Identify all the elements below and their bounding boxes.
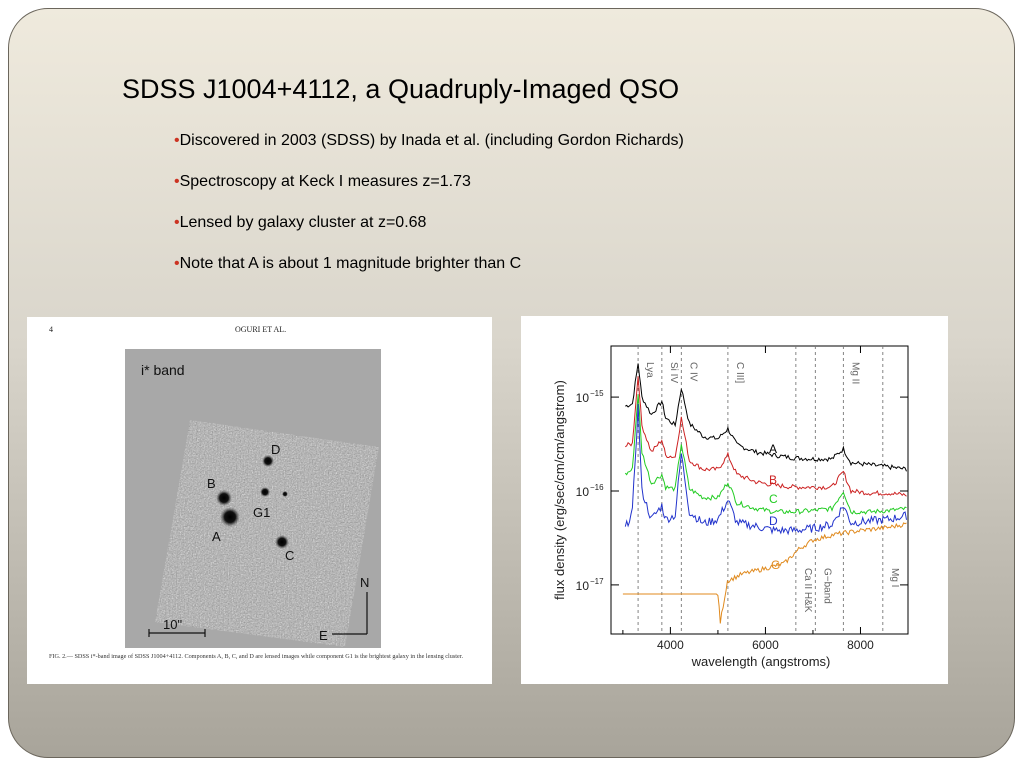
compass-north: N [360, 575, 369, 590]
series-label-g: G [771, 558, 780, 572]
spectrum-svg: Lya Si IV C IV C III] Ca II H&K G−band Mg II Mg… [552, 345, 909, 669]
y-tick-exponent: −16 [590, 483, 604, 492]
y-tick-label: 10 [576, 579, 590, 593]
compass-east: E [319, 628, 328, 643]
y-axis-label: flux density (erg/sec/cm/cm/angstrom) [552, 380, 567, 600]
y-tick-label: 10 [576, 485, 590, 499]
image-c-blob [275, 535, 289, 549]
plot-frame [610, 345, 909, 635]
series-line-c [624, 394, 907, 515]
x-axis-label: wavelength (angstroms) [691, 654, 831, 669]
line-marker-label: C III] [734, 362, 745, 383]
bullet-marker: • [174, 255, 180, 272]
compass: N E [319, 575, 369, 643]
bullet-text: Lensed by galaxy cluster at z=0.68 [179, 214, 427, 231]
series-label-b: B [769, 473, 777, 487]
bullet-item: •Note that A is about 1 magnitude bright… [174, 254, 684, 295]
y-tick-exponent: −17 [590, 577, 604, 586]
x-tick-label: 4000 [657, 638, 684, 652]
series-label-a: A [769, 442, 777, 456]
page-number: 4 [49, 325, 53, 334]
scale-label: 10" [163, 617, 182, 632]
series-line-a [625, 363, 907, 472]
bullet-text: Spectroscopy at Keck I measures z=1.73 [179, 173, 471, 190]
bullet-item: •Discovered in 2003 (SDSS) by Inada et a… [174, 131, 684, 172]
bullet-text: Discovered in 2003 (SDSS) by Inada et al… [179, 132, 684, 149]
series-line-g [622, 522, 907, 624]
line-marker-label: Lya [644, 362, 655, 378]
line-marker-label: Mg II [849, 362, 860, 384]
image-d-blob [262, 455, 274, 467]
x-tick-label: 6000 [752, 638, 779, 652]
y-tick-label: 10 [576, 391, 590, 405]
label-d: D [271, 442, 280, 457]
galaxy-g1-blob [260, 487, 270, 497]
x-tick-label: 8000 [847, 638, 874, 652]
label-c: C [285, 548, 294, 563]
image-a-blob [220, 507, 240, 527]
bullet-item: •Spectroscopy at Keck I measures z=1.73 [174, 172, 684, 213]
image-b-blob [216, 490, 232, 506]
scale-bar: 10" [148, 617, 206, 637]
bullet-item: •Lensed by galaxy cluster at z=0.68 [174, 213, 684, 254]
bullet-text: Note that A is about 1 magnitude brighte… [179, 255, 522, 272]
galaxy-blob [282, 491, 288, 497]
series-label-c: C [769, 492, 778, 506]
series-line-b [625, 376, 907, 497]
bullet-marker: • [174, 132, 180, 149]
band-label: i* band [141, 362, 185, 378]
bullet-list: •Discovered in 2003 (SDSS) by Inada et a… [174, 131, 684, 295]
series-group: A BCD G [622, 363, 907, 624]
label-a: A [212, 529, 221, 544]
label-b: B [207, 476, 216, 491]
series-line-d [624, 403, 907, 536]
lens-image-svg: 4 OGURI ET AL. i* band A B C D G1 N E 10 [49, 325, 381, 648]
spectrum-chart: Lya Si IV C IV C III] Ca II H&K G−band Mg II Mg… [521, 316, 948, 684]
bullet-marker: • [174, 214, 180, 231]
line-marker-label: Ca II H&K [802, 568, 813, 613]
line-marker-label: G−band [821, 568, 832, 604]
figure-caption: FIG. 2.— SDSS i*-band image of SDSS J100… [49, 653, 464, 660]
series-label-d: D [769, 514, 778, 528]
lens-image-figure: 4 OGURI ET AL. i* band A B C D G1 N E 10 [27, 317, 492, 684]
running-head: OGURI ET AL. [235, 325, 286, 334]
slide-title: SDSS J1004+4112, a Quadruply-Imaged QSO [122, 74, 680, 104]
line-marker-label: Si IV [668, 362, 679, 383]
y-tick-exponent: −15 [590, 389, 604, 398]
label-g1: G1 [253, 505, 270, 520]
line-marker-label: Mg I [889, 568, 900, 587]
bullet-marker: • [174, 173, 180, 190]
line-marker-label: C IV [687, 362, 698, 382]
line-markers: Lya Si IV C IV C III] Ca II H&K G−band Mg II Mg… [637, 346, 900, 634]
